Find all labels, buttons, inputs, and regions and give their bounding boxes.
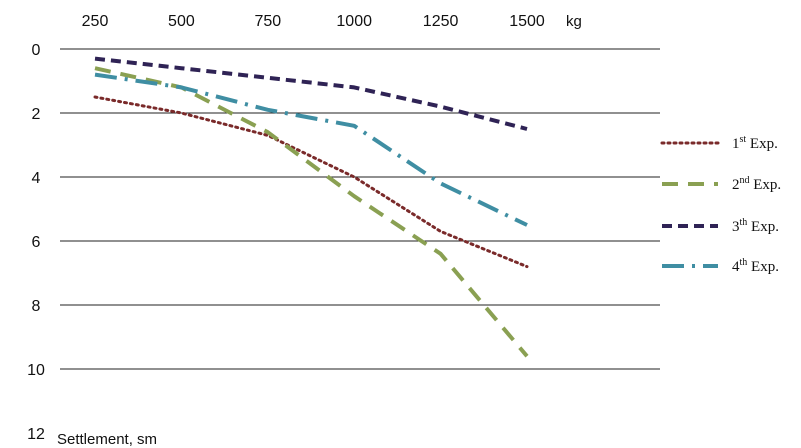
legend-label-main: 1 [732,136,740,152]
series-line-1 [93,95,529,269]
legend-label-main: 2 [732,177,740,193]
legend-label-main: 4 [732,259,740,275]
y-tick-label: 8 [32,298,41,315]
legend-label-main: 3 [732,219,740,235]
series-line-2 [94,66,529,358]
legend-label-rest: Exp. [747,259,779,275]
legend-label-sup: nd [740,175,750,186]
x-axis-label: kg [566,13,582,30]
x-tick-label: 750 [254,13,281,30]
y-tick-label: 4 [32,170,41,187]
legend-label-rest: Exp. [746,136,778,152]
x-tick-label: 500 [168,13,195,30]
y-tick-label: 0 [32,42,41,59]
x-tick-label: 1250 [423,13,459,30]
y-tick-label: 2 [32,106,41,123]
series-line-4 [94,72,528,227]
series-line-3 [94,56,528,131]
x-axis-ticks: 250 500 750 1000 1250 1500 [82,13,545,30]
legend-label-1: 1st Exp. [732,134,778,152]
x-tick-label: 1000 [336,13,372,30]
y-axis-label: Settlement, sm [57,431,157,448]
legend-label-rest: Exp. [747,219,779,235]
legend-label-sup: th [740,217,748,228]
legend-label-sup: th [740,257,748,268]
x-tick-label: 1500 [509,13,545,30]
legend-label-4: 4th Exp. [732,257,779,275]
legend-label-sup: st [740,134,747,145]
legend-label-3: 3th Exp. [732,217,779,235]
y-tick-label: 12 [27,426,45,443]
y-tick-label: 10 [27,362,45,379]
legend-label-2: 2nd Exp. [732,175,781,193]
grid-lines [60,48,660,370]
y-axis-ticks: 0 2 4 6 8 10 12 [27,42,45,443]
y-tick-label: 6 [32,234,41,251]
legend: 1st Exp.2nd Exp.3th Exp.4th Exp. [660,134,781,275]
series-lines [93,56,529,358]
legend-label-rest: Exp. [750,177,782,193]
x-tick-label: 250 [82,13,109,30]
